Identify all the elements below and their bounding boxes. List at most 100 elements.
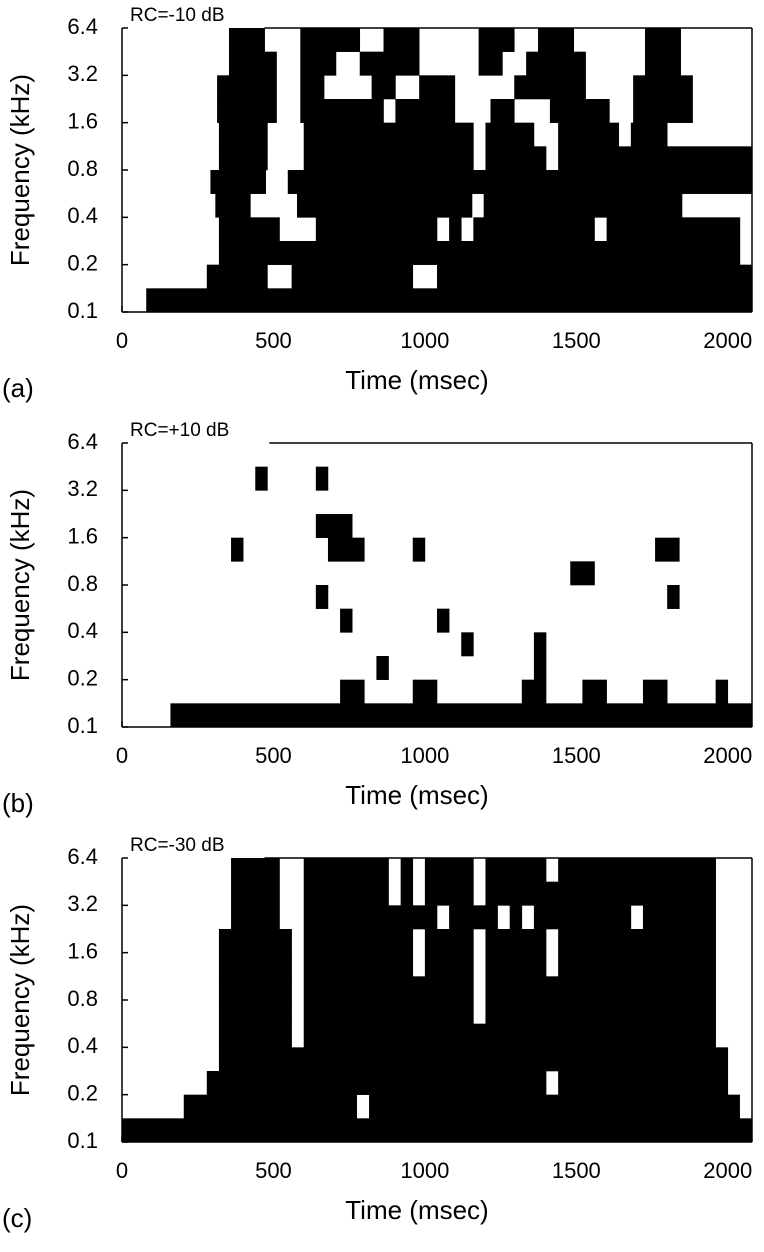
mask-run [485, 929, 547, 953]
y-tick-label: 0.2 [67, 1080, 98, 1105]
mask-run [437, 608, 450, 633]
x-tick-label: 500 [255, 743, 292, 768]
mask-run [400, 858, 414, 882]
mask-run [300, 75, 325, 100]
panel: RC=-10 dB 0.1 0.2 0.4 0.8 1.6 3.2 6.4 0 500 1000 15… [2, 5, 753, 403]
mask-run [395, 99, 456, 123]
y-tick-label: 0.8 [67, 571, 98, 596]
mask-run [485, 122, 535, 147]
mask-run [218, 1000, 292, 1024]
mask-run [533, 905, 632, 930]
y-tick-label: 3.2 [67, 891, 98, 916]
mask-run [538, 28, 574, 52]
mask-run [217, 99, 277, 123]
mask-run [549, 99, 610, 123]
mask-run [437, 264, 753, 289]
mask-run [300, 99, 384, 123]
panel-label: (c) [2, 1203, 32, 1233]
mask-run [558, 146, 753, 171]
mask-run [122, 1118, 753, 1143]
mask-run [570, 561, 595, 586]
mask-run [526, 51, 586, 76]
mask-run [558, 858, 716, 882]
mask-run [485, 976, 716, 1001]
mask-run [218, 929, 292, 953]
mask-run [218, 1023, 292, 1048]
mask-run [521, 679, 547, 704]
y-tick-label: 3.2 [67, 61, 98, 86]
mask-run [485, 952, 547, 977]
mask-run [478, 51, 503, 76]
x-tick-label: 1500 [552, 743, 601, 768]
mask-run [303, 1023, 716, 1048]
x-tick-label: 1000 [400, 1158, 449, 1183]
x-tick-label: 2000 [703, 1158, 752, 1183]
y-tick-label: 0.2 [67, 250, 98, 275]
mask-run [217, 75, 277, 100]
y-tick-label: 0.1 [67, 1128, 98, 1153]
mask-run [315, 217, 438, 242]
x-tick-label: 2000 [703, 328, 752, 353]
mask-run [228, 51, 277, 76]
x-tick-label: 1000 [400, 743, 449, 768]
y-tick-label: 6.4 [67, 14, 98, 39]
x-tick-label: 0 [116, 743, 128, 768]
mask-run [606, 217, 741, 242]
y-tick-label: 0.2 [67, 665, 98, 690]
mask-run [558, 1071, 729, 1095]
y-tick-label: 0.4 [67, 203, 98, 228]
mask-run [424, 929, 474, 953]
mask-run [490, 99, 515, 123]
mask-run [412, 679, 438, 704]
y-axis-label: Frequency (kHz) [5, 74, 35, 266]
mask-run [315, 585, 329, 609]
panel-title: RC=-30 dB [130, 835, 225, 856]
mask-run [509, 905, 523, 930]
mask-run [533, 632, 547, 657]
mask-run [483, 193, 683, 218]
y-tick-label: 0.1 [67, 713, 98, 738]
mask-run [218, 217, 280, 242]
mask-run [371, 75, 396, 100]
y-tick-label: 1.6 [67, 108, 98, 133]
panel: RC=+10 dB 0.1 0.2 0.4 0.8 1.6 3.2 6.4 0 500 1000 15… [2, 420, 753, 818]
mask-run [558, 929, 716, 953]
mask-run [303, 976, 474, 1001]
panel-label: (a) [2, 373, 34, 403]
x-tick-label: 1000 [400, 328, 449, 353]
mask-run [461, 632, 474, 657]
y-tick-label: 0.1 [67, 298, 98, 323]
mask-run [633, 99, 693, 123]
mask-run [558, 122, 620, 147]
mask-run [715, 679, 729, 704]
mask-run [231, 537, 244, 562]
mask-run [633, 75, 693, 100]
mask-run [183, 1094, 358, 1119]
mask-run [146, 288, 753, 313]
mask-run [218, 952, 292, 977]
mask-run [655, 537, 680, 562]
y-tick-label: 0.4 [67, 618, 98, 643]
mask-run [642, 905, 716, 930]
y-tick-label: 1.6 [67, 523, 98, 548]
mask-run [645, 51, 681, 76]
mask-run [514, 75, 586, 100]
mask-run [206, 264, 268, 289]
x-axis-label: Time (msec) [345, 365, 488, 395]
mask-run [300, 51, 337, 76]
mask-run [582, 679, 607, 704]
mask-run [412, 537, 426, 562]
x-tick-label: 500 [255, 328, 292, 353]
mask-run [449, 217, 462, 242]
mask-run [218, 146, 268, 171]
mask-run [340, 608, 353, 633]
mask-run [327, 537, 365, 562]
mask-run [303, 952, 414, 977]
mask-run [533, 656, 547, 680]
mask-run [340, 679, 365, 704]
y-tick-label: 0.4 [67, 1033, 98, 1058]
y-tick-label: 6.4 [67, 844, 98, 869]
mask-run [218, 976, 292, 1001]
mask-run [667, 585, 680, 609]
